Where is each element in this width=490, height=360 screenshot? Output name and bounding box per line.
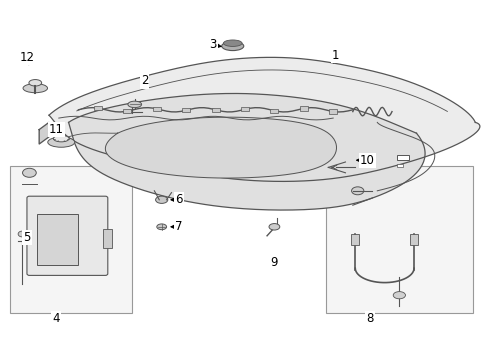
Ellipse shape (269, 224, 280, 230)
Bar (410, 234, 418, 245)
Ellipse shape (156, 196, 168, 203)
Ellipse shape (393, 292, 406, 299)
Bar (397, 164, 403, 167)
FancyBboxPatch shape (27, 196, 108, 275)
Bar (103, 229, 112, 248)
Text: 9: 9 (270, 256, 278, 269)
Ellipse shape (157, 224, 167, 230)
Ellipse shape (23, 168, 36, 177)
Text: 2: 2 (141, 75, 148, 87)
Bar (270, 109, 278, 113)
Bar (10, 166, 132, 313)
Text: 1: 1 (332, 49, 340, 62)
Polygon shape (69, 94, 425, 210)
Text: 11: 11 (49, 123, 64, 136)
Ellipse shape (223, 40, 242, 46)
Bar (241, 107, 249, 112)
Text: 3: 3 (209, 39, 217, 51)
Bar (300, 106, 308, 111)
Bar (123, 109, 131, 113)
Ellipse shape (48, 137, 74, 147)
Bar (37, 214, 78, 265)
Circle shape (18, 231, 26, 237)
Ellipse shape (29, 80, 42, 86)
Text: 12: 12 (20, 51, 34, 64)
Ellipse shape (128, 101, 142, 108)
Ellipse shape (23, 84, 48, 93)
Polygon shape (39, 122, 49, 144)
Text: 5: 5 (23, 231, 31, 244)
FancyArrowPatch shape (332, 165, 337, 170)
Bar (153, 107, 161, 111)
Text: 6: 6 (175, 193, 183, 206)
Text: 8: 8 (366, 312, 374, 325)
Bar (326, 166, 473, 313)
Bar (94, 106, 102, 110)
Ellipse shape (221, 41, 244, 50)
Bar (182, 108, 190, 112)
Text: 10: 10 (360, 154, 375, 167)
Ellipse shape (352, 187, 364, 195)
Bar (329, 109, 337, 114)
Text: 4: 4 (52, 312, 60, 325)
Bar (212, 108, 220, 112)
Bar (397, 155, 409, 160)
Polygon shape (105, 117, 337, 178)
Ellipse shape (53, 135, 69, 142)
Polygon shape (49, 57, 480, 181)
Bar (351, 234, 359, 245)
Text: 7: 7 (175, 220, 183, 233)
